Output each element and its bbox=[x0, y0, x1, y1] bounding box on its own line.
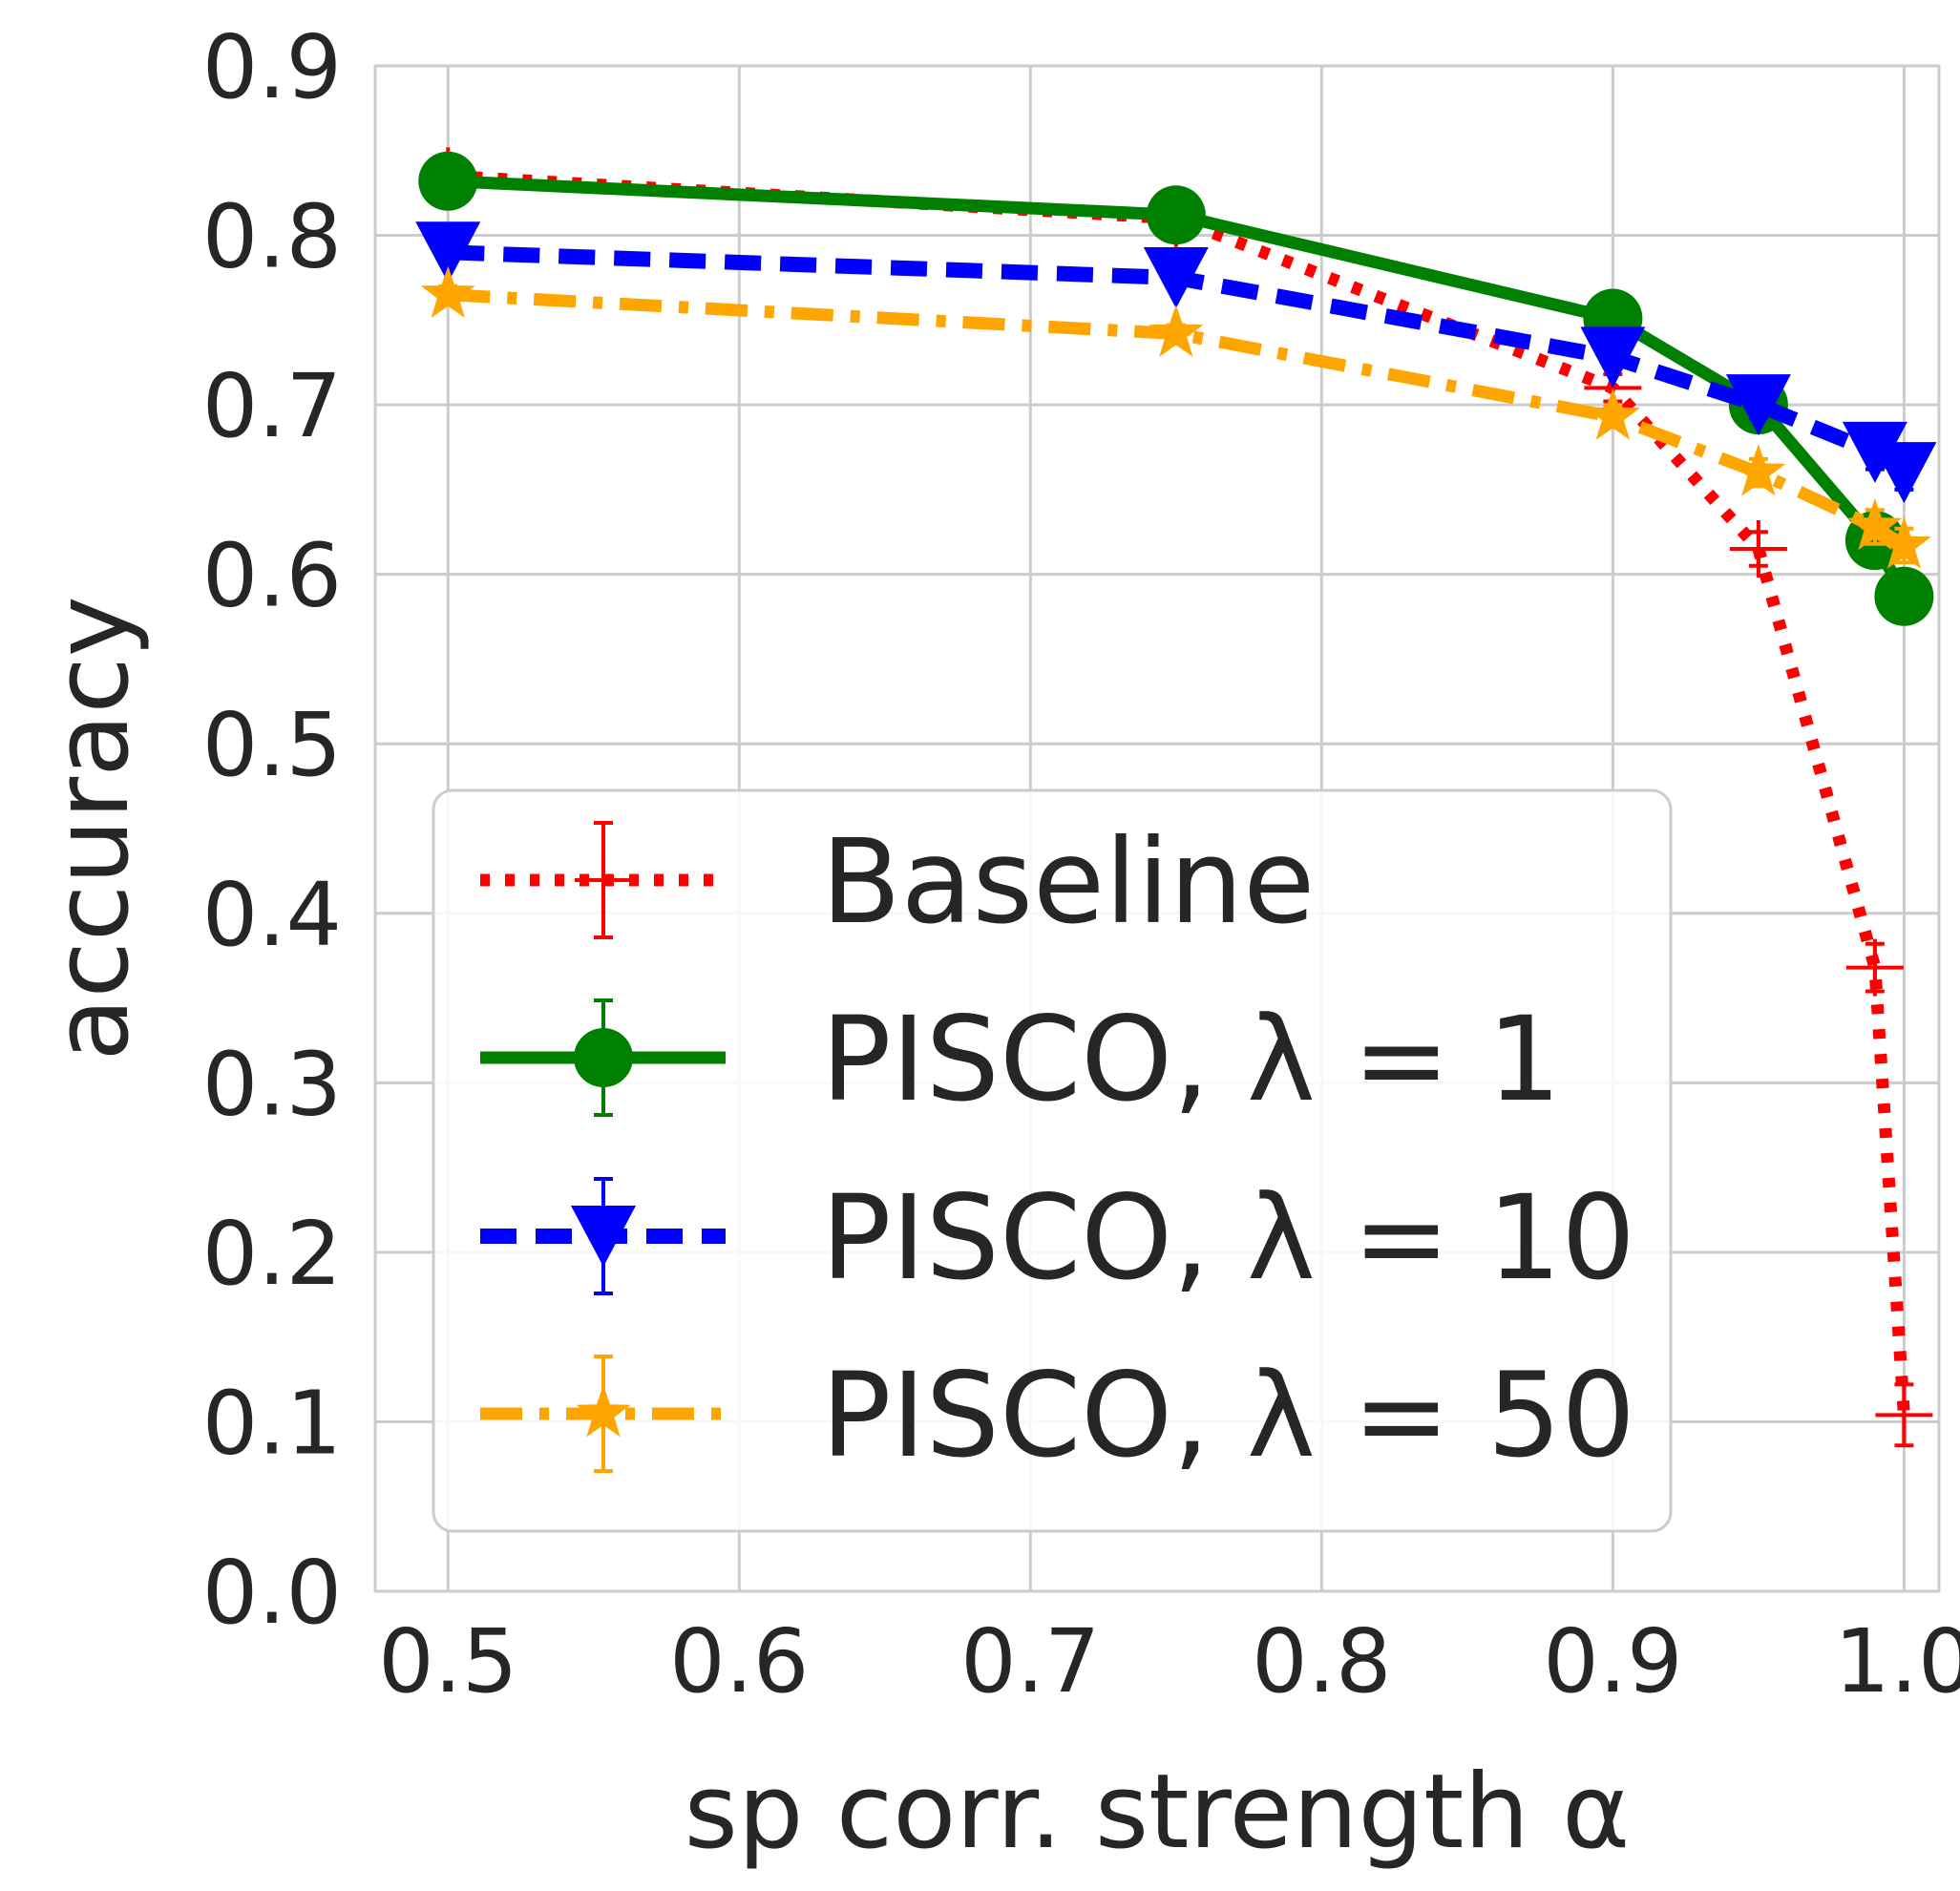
legend-swatch-marker bbox=[574, 1028, 633, 1087]
y-tick-label: 0.2 bbox=[202, 1203, 342, 1305]
legend-swatch-marker bbox=[576, 1385, 631, 1438]
data-point bbox=[415, 221, 481, 284]
data-point bbox=[1875, 1386, 1933, 1444]
x-tick-label: 0.6 bbox=[669, 1610, 809, 1712]
data-point bbox=[1731, 444, 1786, 496]
data-point bbox=[1725, 374, 1791, 436]
data-point bbox=[1847, 498, 1903, 551]
series-2 bbox=[415, 221, 1937, 504]
data-point bbox=[1143, 246, 1209, 308]
y-tick-label: 0.6 bbox=[202, 525, 342, 627]
y-tick-label: 0.7 bbox=[202, 355, 342, 457]
legend-label: PISCO, λ = 1 bbox=[821, 992, 1561, 1127]
data-point bbox=[1845, 938, 1904, 997]
y-tick-label: 0.0 bbox=[202, 1542, 342, 1644]
y-tick-label: 0.5 bbox=[202, 694, 342, 796]
legend-swatch-marker bbox=[571, 1206, 636, 1267]
y-tick-label: 0.3 bbox=[202, 1033, 342, 1135]
legend-label: PISCO, λ = 50 bbox=[821, 1348, 1635, 1483]
data-point bbox=[1580, 326, 1646, 389]
legend-box bbox=[432, 788, 1673, 1533]
y-axis-title: accuracy bbox=[32, 596, 152, 1061]
data-point bbox=[1146, 185, 1206, 245]
y-tick-label: 0.8 bbox=[202, 186, 342, 288]
data-point bbox=[1876, 516, 1931, 569]
data-point bbox=[1729, 520, 1787, 578]
y-tick-label: 0.9 bbox=[202, 16, 342, 118]
legend-entry-2: PISCO, λ = 10 bbox=[480, 1170, 1635, 1306]
x-tick-label: 0.7 bbox=[960, 1610, 1100, 1712]
x-axis-title: sp corr. strength α bbox=[685, 1753, 1631, 1872]
data-point bbox=[420, 265, 475, 318]
x-tick-label: 0.5 bbox=[378, 1610, 517, 1712]
data-point bbox=[1842, 421, 1907, 483]
series-3 bbox=[420, 265, 1931, 569]
legend: Baseline PISCO, λ = 1 PISCO, λ = 10 PISCO, … bbox=[432, 788, 1673, 1533]
y-tick-label: 0.1 bbox=[202, 1372, 342, 1474]
data-point bbox=[1149, 305, 1204, 357]
x-tick-label: 1.0 bbox=[1834, 1610, 1960, 1712]
legend-entries: Baseline PISCO, λ = 1 PISCO, λ = 10 PISCO, … bbox=[480, 814, 1635, 1483]
data-point bbox=[418, 151, 478, 211]
legend-swatch-marker bbox=[575, 851, 632, 909]
x-tick-label: 0.9 bbox=[1543, 1610, 1682, 1712]
legend-entry-0: Baseline bbox=[480, 814, 1315, 950]
data-point bbox=[1874, 566, 1934, 626]
data-point bbox=[1585, 388, 1640, 440]
legend-entry-1: PISCO, λ = 1 bbox=[480, 992, 1561, 1127]
tick-labels: 0.5 0.6 0.7 0.8 0.9 1.0 0.0 0.1 0.2 0.3 0.4 0.5 0.6 0… bbox=[202, 16, 1960, 1712]
x-tick-label: 0.8 bbox=[1252, 1610, 1391, 1712]
y-tick-label: 0.4 bbox=[202, 864, 342, 966]
legend-label: Baseline bbox=[821, 814, 1315, 950]
plot-frame bbox=[373, 64, 1941, 1593]
legend-entry-3: PISCO, λ = 50 bbox=[480, 1348, 1635, 1483]
series-layer bbox=[415, 147, 1937, 1448]
legend-label: PISCO, λ = 10 bbox=[821, 1170, 1635, 1306]
data-point bbox=[1871, 442, 1937, 504]
